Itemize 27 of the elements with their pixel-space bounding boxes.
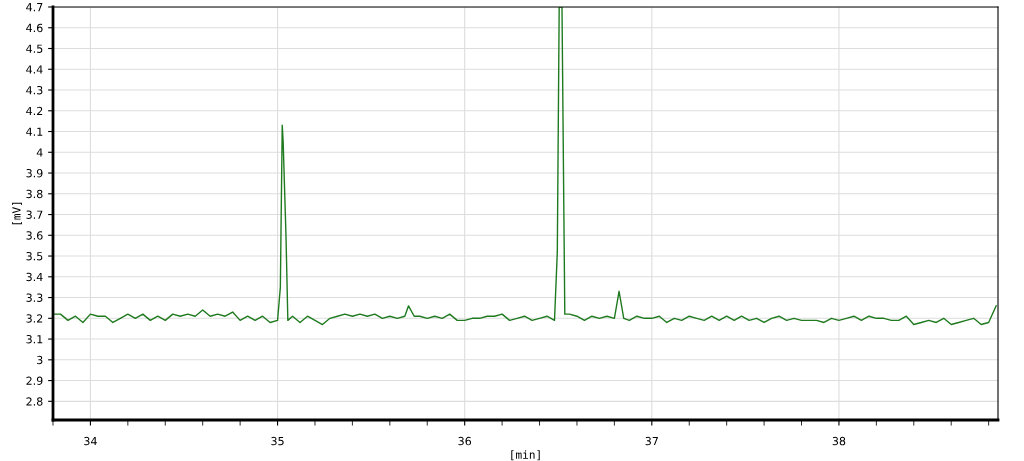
y-tick-label: 4.3 — [26, 85, 43, 95]
y-tick-label: 2.9 — [26, 376, 43, 385]
y-tick-label: 3.5 — [26, 252, 43, 261]
y-tick-label: 4 — [36, 148, 43, 157]
y-tick-label: 4.2 — [26, 106, 43, 115]
y-tick-label: 3.8 — [26, 189, 43, 199]
x-tick-label: 37 — [645, 436, 658, 446]
x-axis-title: [min] — [511, 450, 540, 461]
y-tick-label: 4.4 — [26, 65, 43, 74]
y-tick-label: 2.8 — [26, 397, 43, 406]
x-tick-label: 36 — [458, 436, 472, 446]
y-tick-label: 3.3 — [26, 293, 43, 302]
y-tick-label: 4.7 — [26, 3, 43, 12]
y-tick-label: 4.5 — [26, 44, 43, 53]
x-tick-label: 34 — [84, 436, 97, 446]
y-axis-title: [mV] — [12, 202, 22, 225]
x-tick-label: 35 — [271, 436, 284, 446]
y-tick-label: 3.9 — [26, 169, 43, 178]
x-tick-label: 38 — [832, 436, 846, 446]
y-tick-label: 3.1 — [26, 335, 43, 344]
y-tick-label: 3 — [37, 355, 43, 365]
y-tick-label: 3.6 — [26, 231, 43, 240]
y-tick-label: 3.7 — [26, 210, 43, 219]
y-tick-label: 3.4 — [26, 272, 43, 282]
y-tick-label: 4.6 — [26, 23, 43, 33]
y-tick-label: 4.1 — [26, 127, 43, 136]
y-tick-label: 3.2 — [26, 314, 43, 323]
